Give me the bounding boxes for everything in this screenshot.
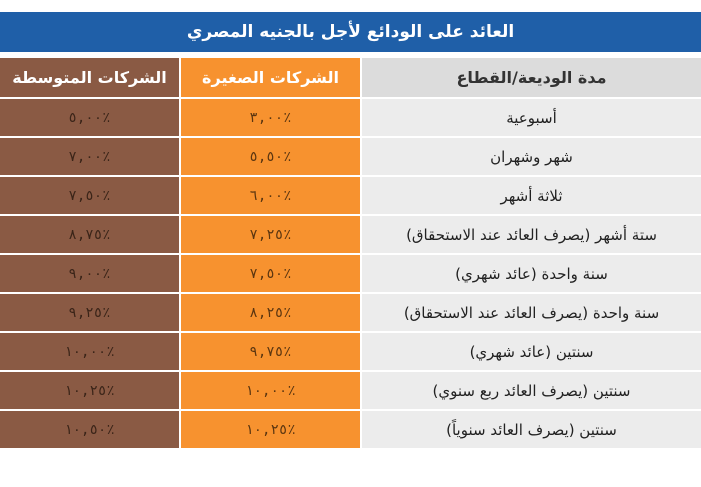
medium-rate-cell: ١٠,٠٠٪ [0,332,181,372]
rates-table-wrapper: الشركات المتوسطة الشركات الصغيرة مدة الو… [0,58,701,450]
period-cell: سنتين (عائد شهري) [361,332,701,372]
medium-rate-cell: ٧,٠٠٪ [0,137,181,177]
medium-rate-cell: ١٠,٥٠٪ [0,410,181,450]
small-rate-cell: ٨,٢٥٪ [180,293,362,333]
small-rate-cell: ١٠,٠٠٪ [180,371,362,411]
period-cell: سنتين (يصرف العائد سنوياً) [361,410,701,450]
medium-rate-cell: ٩,٢٥٪ [0,293,181,333]
period-cell: أسبوعية [361,98,701,138]
medium-rate-cell: ١٠,٢٥٪ [0,371,181,411]
period-cell: ثلاثة أشهر [361,176,701,216]
table-row: ١٠,٥٠٪ ١٠,٢٥٪ سنتين (يصرف العائد سنوياً) [0,410,701,450]
small-rate-cell: ٦,٠٠٪ [180,176,362,216]
small-rate-cell: ٩,٧٥٪ [180,332,362,372]
table-title: العائد على الودائع لأجل بالجنيه المصري [0,12,701,52]
table-row: ٨,٧٥٪ ٧,٢٥٪ ستة أشهر (يصرف العائد عند ال… [0,215,701,255]
table-row: ١٠,٠٠٪ ٩,٧٥٪ سنتين (عائد شهري) [0,332,701,372]
small-rate-cell: ٧,٥٠٪ [180,254,362,294]
table-header-row: الشركات المتوسطة الشركات الصغيرة مدة الو… [0,58,701,99]
table-row: ٩,٠٠٪ ٧,٥٠٪ سنة واحدة (عائد شهري) [0,254,701,294]
table-row: ٧,٠٠٪ ٥,٥٠٪ شهر وشهران [0,137,701,177]
period-cell: ستة أشهر (يصرف العائد عند الاستحقاق) [361,215,701,255]
medium-rate-cell: ٨,٧٥٪ [0,215,181,255]
deposit-rates-table: الشركات المتوسطة الشركات الصغيرة مدة الو… [0,58,701,450]
top-strip [0,0,701,12]
table-row: ٩,٢٥٪ ٨,٢٥٪ سنة واحدة (يصرف العائد عند ا… [0,293,701,333]
small-rate-cell: ٥,٥٠٪ [180,137,362,177]
medium-rate-cell: ٧,٥٠٪ [0,176,181,216]
small-rate-cell: ١٠,٢٥٪ [180,410,362,450]
table-row: ٧,٥٠٪ ٦,٠٠٪ ثلاثة أشهر [0,176,701,216]
table-row: ٥,٠٠٪ ٣,٠٠٪ أسبوعية [0,98,701,138]
table-title-text: العائد على الودائع لأجل بالجنيه المصري [186,22,515,42]
header-deposit-period: مدة الوديعة/القطاع [361,58,701,99]
medium-rate-cell: ٥,٠٠٪ [0,98,181,138]
period-cell: شهر وشهران [361,137,701,177]
period-cell: سنتين (يصرف العائد ربع سنوي) [361,371,701,411]
period-cell: سنة واحدة (عائد شهري) [361,254,701,294]
period-cell: سنة واحدة (يصرف العائد عند الاستحقاق) [361,293,701,333]
header-small-companies: الشركات الصغيرة [180,58,362,99]
table-row: ١٠,٢٥٪ ١٠,٠٠٪ سنتين (يصرف العائد ربع سنو… [0,371,701,411]
header-medium-companies: الشركات المتوسطة [0,58,181,99]
medium-rate-cell: ٩,٠٠٪ [0,254,181,294]
small-rate-cell: ٧,٢٥٪ [180,215,362,255]
small-rate-cell: ٣,٠٠٪ [180,98,362,138]
